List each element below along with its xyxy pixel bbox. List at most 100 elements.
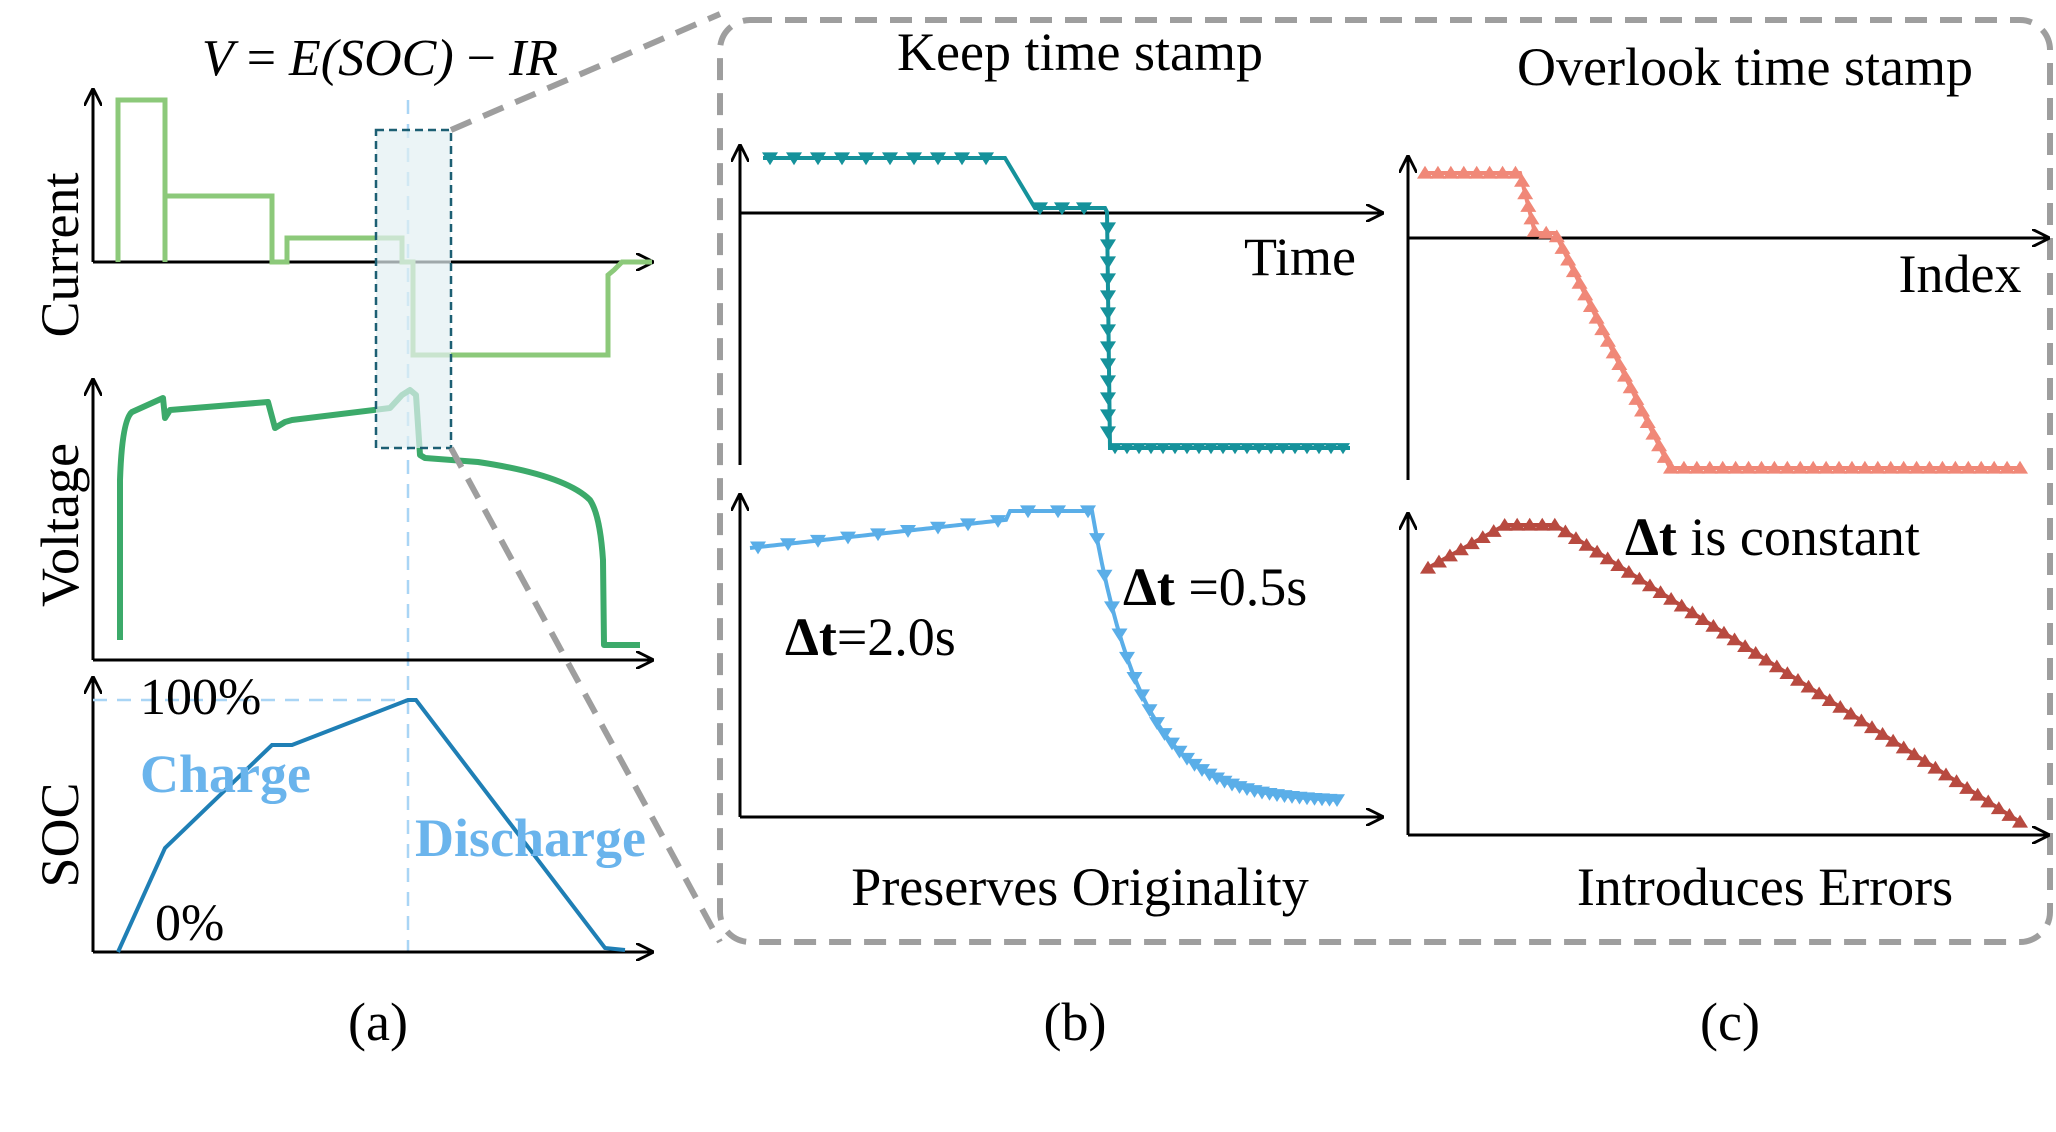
b-top-marker xyxy=(954,152,970,166)
c-top-marker xyxy=(1688,460,1705,474)
c-top-marker xyxy=(1947,460,1964,474)
c-bottom-marker xyxy=(1800,679,1817,693)
c-top-marker xyxy=(1908,460,1925,474)
c-bottom-marker xyxy=(1927,760,1944,774)
c-bottom-marker xyxy=(1557,524,1574,538)
c-bottom-marker xyxy=(1874,727,1891,740)
c-bottom-marker xyxy=(1916,754,1933,767)
b-top-marker xyxy=(1240,443,1254,455)
b-bottom-marker xyxy=(1156,728,1173,741)
c-top-marker xyxy=(1818,460,1835,474)
c-bottom-marker xyxy=(1534,517,1551,531)
b-time-label: Time xyxy=(1244,227,1356,287)
c-top-marker xyxy=(1571,275,1588,289)
b-top-marker xyxy=(1032,202,1048,216)
c-bottom-marker xyxy=(1980,794,1997,808)
c-top-marker xyxy=(1554,241,1571,254)
c-bottom-marker xyxy=(1663,591,1680,605)
b-top-marker xyxy=(1100,239,1116,253)
c-top-marker xyxy=(1605,345,1622,359)
b-bottom-marker xyxy=(930,521,946,535)
c-bottom-marker xyxy=(1705,618,1722,632)
b-top-marker xyxy=(834,152,850,166)
c-dt-constant: Δt is constant xyxy=(1625,507,1920,567)
b-top-marker xyxy=(1100,426,1116,440)
c-top-marker xyxy=(1973,460,1990,474)
b-dt-right: Δt =0.5s xyxy=(1123,557,1307,617)
b-top-marker xyxy=(1276,443,1290,455)
c-top-marker xyxy=(1622,380,1639,394)
b-top-marker xyxy=(1228,443,1242,455)
b-top-marker xyxy=(1324,443,1338,455)
c-top-marker xyxy=(1934,460,1951,474)
b-top-marker xyxy=(1100,290,1116,304)
panel-c-title: Overlook time stamp xyxy=(1517,37,1973,97)
c-top-marker xyxy=(1831,460,1848,474)
b-top-marker xyxy=(1312,443,1326,455)
c-bottom-marker xyxy=(1694,612,1711,626)
b-top-marker xyxy=(1204,443,1218,455)
b-top-marker xyxy=(882,152,898,166)
charge-label: Charge xyxy=(140,744,311,804)
b-top-marker xyxy=(1264,443,1278,455)
c-bottom-marker xyxy=(1578,537,1595,551)
c-top-marker xyxy=(1628,392,1645,405)
c-top-marker xyxy=(1727,460,1744,474)
c-bottom-marker xyxy=(1567,531,1584,544)
b-bottom-markers xyxy=(750,505,1345,807)
c-top-marker xyxy=(1645,426,1662,440)
c-top-marker xyxy=(1986,460,2003,474)
b-top-marker xyxy=(978,152,994,166)
b-bottom-marker xyxy=(1329,794,1345,807)
b-dt-right-delta: Δt xyxy=(1123,557,1175,617)
c-top-marker xyxy=(1740,460,1757,474)
c-bottom-markers xyxy=(1420,517,2028,828)
b-top-marker xyxy=(1144,443,1158,455)
c-top-curve xyxy=(1425,171,2020,470)
soc-label: SOC xyxy=(30,782,90,887)
c-bottom-marker xyxy=(1969,787,1986,801)
c-top-marker xyxy=(1577,287,1594,301)
b-bottom-marker xyxy=(1089,533,1105,546)
panel-a: V = E(SOC) − IR Current Voltage SOC 100%… xyxy=(30,30,652,1052)
b-top-marker xyxy=(1120,443,1134,455)
c-bottom-marker xyxy=(1832,700,1849,713)
b-top-marker xyxy=(1216,443,1230,455)
formula-soc: (SOC) xyxy=(321,30,454,87)
current-label: Current xyxy=(30,173,90,338)
c-bottom-marker xyxy=(1842,706,1859,720)
c-top-marker xyxy=(1520,199,1537,212)
b-bottom-marker xyxy=(1141,704,1158,718)
c-top-marker xyxy=(1594,322,1611,336)
b-top-marker xyxy=(1100,222,1116,236)
discharge-label: Discharge xyxy=(415,808,646,868)
c-bottom-marker xyxy=(1885,733,1902,747)
c-top-marker xyxy=(1429,165,1446,179)
c-bottom-marker xyxy=(1485,524,1502,537)
zoom-highlight-box xyxy=(374,128,453,450)
c-bottom-marker xyxy=(1452,542,1469,556)
c-bottom-marker xyxy=(1641,578,1658,592)
b-dt-left: Δt=2.0s xyxy=(785,607,956,667)
c-top-marker xyxy=(1843,460,1860,474)
b-bottom-marker xyxy=(990,515,1006,528)
c-top-marker xyxy=(1599,333,1616,347)
c-top-marker xyxy=(1517,186,1534,200)
caption-b: (b) xyxy=(1044,992,1107,1052)
c-bottom-marker xyxy=(1959,781,1976,794)
c-bottom-marker xyxy=(1546,517,1563,531)
b-top-marker xyxy=(1156,443,1170,455)
b-bottom-marker xyxy=(1194,764,1210,777)
b-bottom-marker xyxy=(1020,505,1036,519)
c-bottom-marker xyxy=(1895,740,1912,754)
b-top-marker xyxy=(1300,443,1314,455)
voltage-curve xyxy=(117,387,640,648)
formula-v: V xyxy=(202,30,239,87)
b-top-marker xyxy=(810,152,826,166)
c-top-marker xyxy=(1523,211,1540,225)
c-bottom-marker xyxy=(1521,517,1538,531)
b-top-marker xyxy=(1180,443,1194,455)
b-bottom-marker xyxy=(1050,505,1066,519)
c-bottom-marker xyxy=(1789,672,1806,686)
c-top-marker xyxy=(1514,173,1531,187)
